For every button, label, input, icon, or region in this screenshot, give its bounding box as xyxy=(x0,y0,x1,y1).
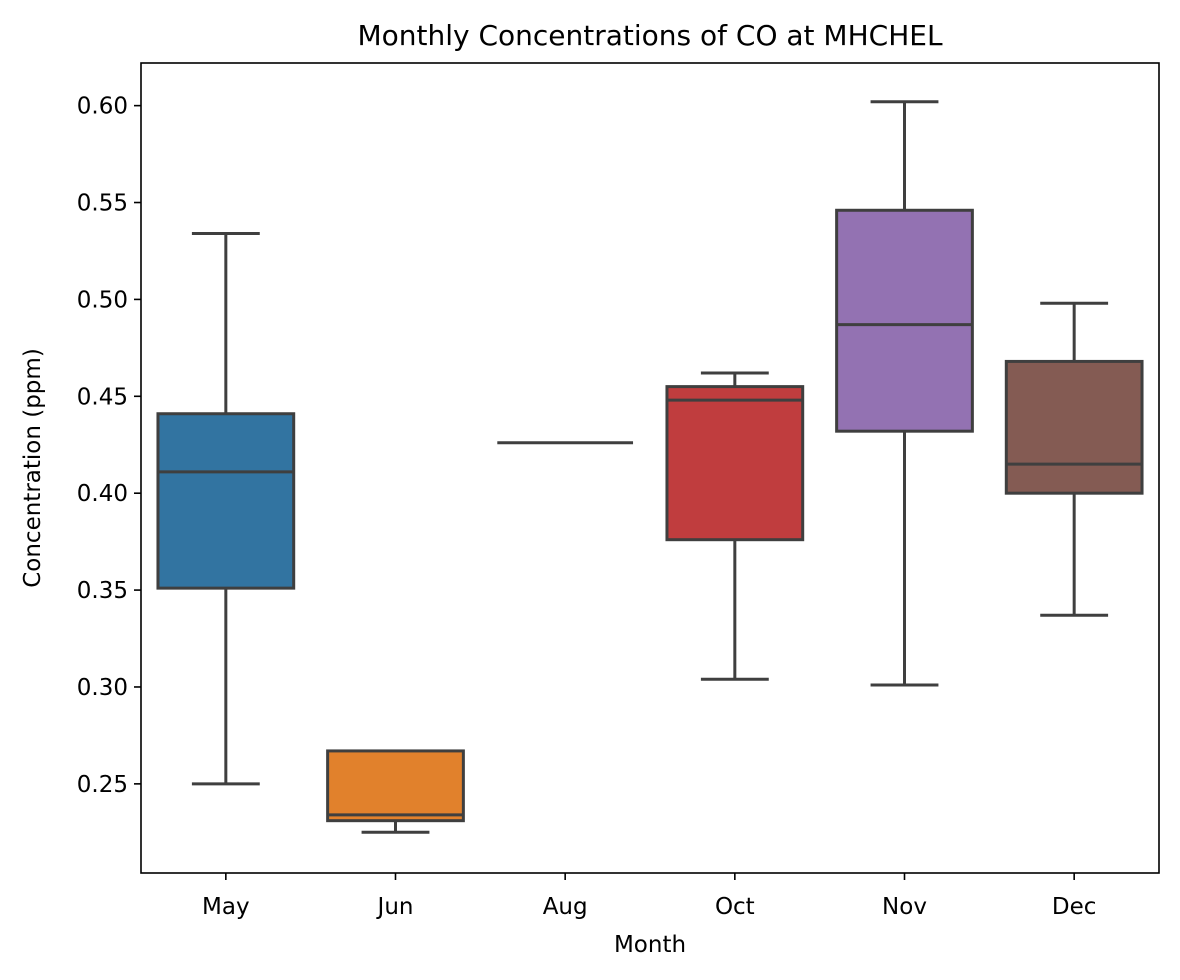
x-tick-label-may: May xyxy=(202,894,250,920)
box-may xyxy=(156,232,296,786)
y-axis-label: Concentration (ppm) xyxy=(20,348,46,588)
y-tick-label: 0.45 xyxy=(77,384,128,410)
box-dec xyxy=(1004,301,1144,617)
y-tick-label: 0.25 xyxy=(77,772,128,798)
box-iqr-jun xyxy=(326,749,465,823)
x-tick-label-oct: Oct xyxy=(715,894,755,920)
box-oct xyxy=(665,371,805,681)
box-jun xyxy=(326,749,465,834)
x-tick-label-nov: Nov xyxy=(882,894,927,920)
box-iqr-nov xyxy=(835,208,974,433)
box-iqr-dec xyxy=(1004,359,1144,495)
y-tick-label: 0.35 xyxy=(77,578,128,604)
x-tick-label-jun: Jun xyxy=(376,894,414,920)
box-iqr-oct xyxy=(665,385,805,542)
y-tick-label: 0.40 xyxy=(77,481,128,507)
x-axis: May Jun Aug Oct Nov Dec xyxy=(202,873,1096,920)
box-nov xyxy=(835,100,974,687)
x-axis-label: Month xyxy=(614,932,686,958)
axes-frame xyxy=(140,62,1160,874)
y-tick-label: 0.60 xyxy=(77,94,128,120)
y-axis: 0.25 0.30 0.35 0.40 0.45 0.50 0.55 0.60 xyxy=(77,94,141,798)
chart-title: Monthly Concentrations of CO at MHCHEL xyxy=(357,19,943,52)
x-tick-label-aug: Aug xyxy=(543,894,588,920)
x-tick-label-dec: Dec xyxy=(1052,894,1097,920)
y-tick-label: 0.55 xyxy=(77,191,128,217)
plot-area xyxy=(156,100,1144,834)
box-iqr-may xyxy=(156,412,296,590)
y-tick-label: 0.30 xyxy=(77,675,128,701)
y-tick-label: 0.50 xyxy=(77,287,128,313)
